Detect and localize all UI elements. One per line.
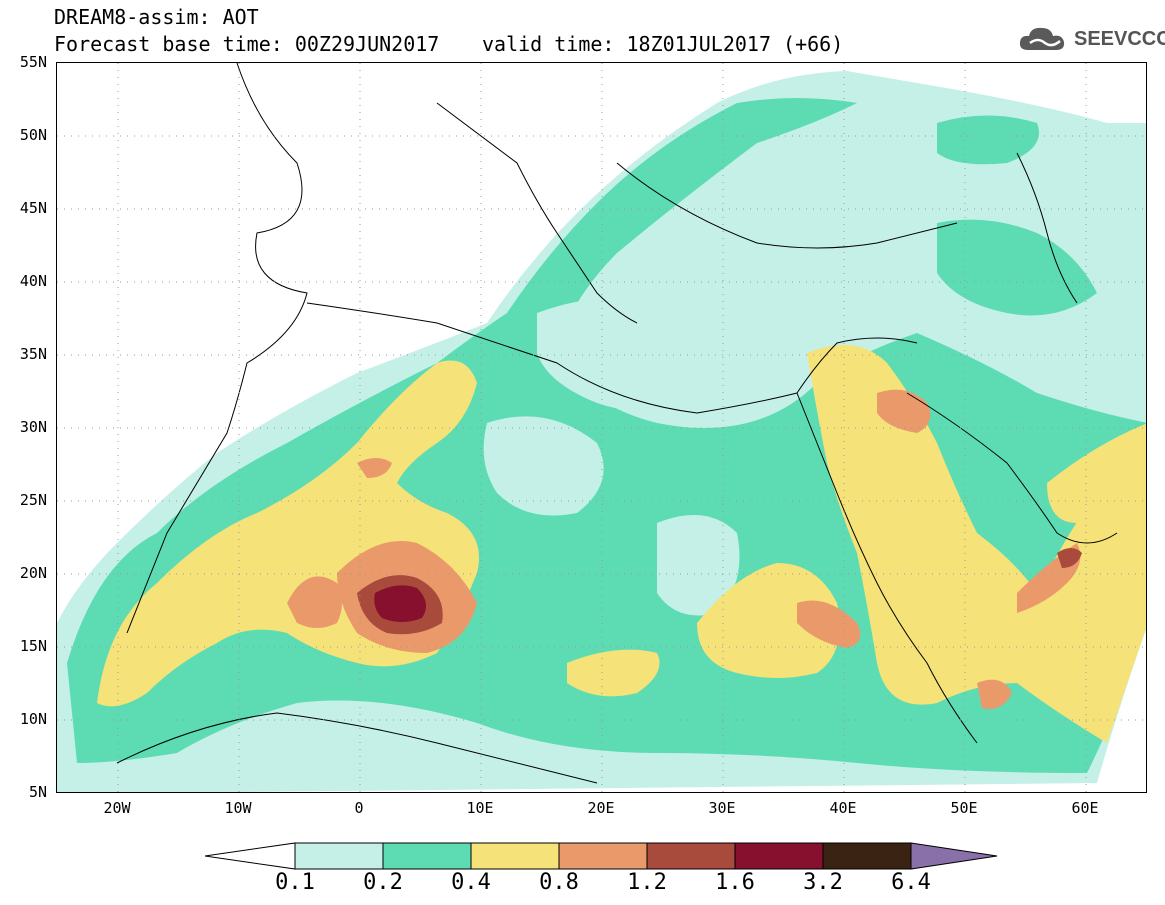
colorbar-bin-0-1: [294, 842, 384, 870]
aot-map: [56, 62, 1147, 793]
aot-level-0-4-iran: [1047, 423, 1146, 523]
lat-label-15n: 15N: [19, 637, 47, 655]
aot-clear-egypt: [657, 515, 740, 616]
lon-label-20w: 20W: [103, 799, 131, 817]
colorbar-label-1-2: 1.2: [627, 870, 667, 895]
colorbar-low-arrow: [205, 842, 296, 870]
lon-label-10w: 10W: [224, 799, 252, 817]
lat-lon-grid: [57, 63, 1146, 792]
lat-label-50n: 50N: [19, 126, 47, 144]
colorbar-bin-3-2: [822, 842, 912, 870]
aot-field: [57, 71, 1146, 792]
lat-label-55n: 55N: [19, 53, 47, 71]
colorbar-label-0-2: 0.2: [363, 870, 403, 895]
valid-time: valid time: 18Z01JUL2017 (+66): [482, 32, 844, 56]
colorbar-label-0-4: 0.4: [451, 870, 491, 895]
lon-label-10e: 10E: [466, 799, 494, 817]
aot-level-1-2-oman: [1057, 548, 1082, 568]
aot-level-0-4-sudan: [697, 563, 840, 678]
colorbar: [205, 842, 998, 870]
lon-label-60e: 60E: [1071, 799, 1099, 817]
aot-level-0-8-mali: [287, 576, 342, 628]
aot-level-0-2-caspian: [937, 115, 1039, 165]
aot-level-0-2-caucasus: [937, 219, 1097, 316]
logo-text: SEEVCCC: [1074, 28, 1165, 50]
colorbar-bin-0-8: [558, 842, 648, 870]
lon-label-50e: 50E: [950, 799, 978, 817]
lon-label-20e: 20E: [587, 799, 615, 817]
lon-label-40e: 40E: [829, 799, 857, 817]
forecast-base-time: Forecast base time: 00Z29JUN2017: [54, 32, 440, 56]
aot-level-0-8-iraq: [877, 389, 931, 433]
colorbar-label-3-2: 3.2: [803, 870, 843, 895]
aot-level-0-8-algeria: [357, 458, 392, 478]
aot-level-0-4-chad: [567, 649, 660, 697]
aot-clear-libya: [483, 416, 604, 516]
colorbar-bin-1-6: [734, 842, 824, 870]
lat-label-5n: 5N: [28, 783, 47, 801]
lat-label-25n: 25N: [19, 491, 47, 509]
cloud-logo-icon: [1019, 27, 1065, 50]
colorbar-label-6-4: 6.4: [891, 870, 931, 895]
lat-label-35n: 35N: [19, 345, 47, 363]
colorbar-bin-0-4: [470, 842, 560, 870]
colorbar-bin-1-2: [646, 842, 736, 870]
coastlines: [116, 63, 1118, 784]
colorbar-label-0-1: 0.1: [275, 870, 315, 895]
map-title: DREAM8-assim: AOT: [54, 5, 259, 29]
lon-label-30e: 30E: [708, 799, 736, 817]
map-canvas: [57, 63, 1146, 792]
colorbar-label-0-8: 0.8: [539, 870, 579, 895]
colorbar-label-1-6: 1.6: [715, 870, 755, 895]
lat-label-10n: 10N: [19, 710, 47, 728]
lat-label-45n: 45N: [19, 199, 47, 217]
lat-label-40n: 40N: [19, 272, 47, 290]
colorbar-bin-0-2: [382, 842, 472, 870]
lat-label-20n: 20N: [19, 564, 47, 582]
aot-level-0-8-somalia: [977, 679, 1012, 709]
seevccc-logo: SEEVCCC: [1018, 24, 1165, 54]
aot-level-0-4-middle-east: [807, 345, 1146, 743]
aot-level-1-6: [374, 585, 426, 622]
aot-level-0-8-eritrea: [797, 600, 861, 648]
lat-label-30n: 30N: [19, 418, 47, 436]
colorbar-high-arrow: [910, 842, 998, 870]
lon-label-0: 0: [354, 799, 364, 817]
